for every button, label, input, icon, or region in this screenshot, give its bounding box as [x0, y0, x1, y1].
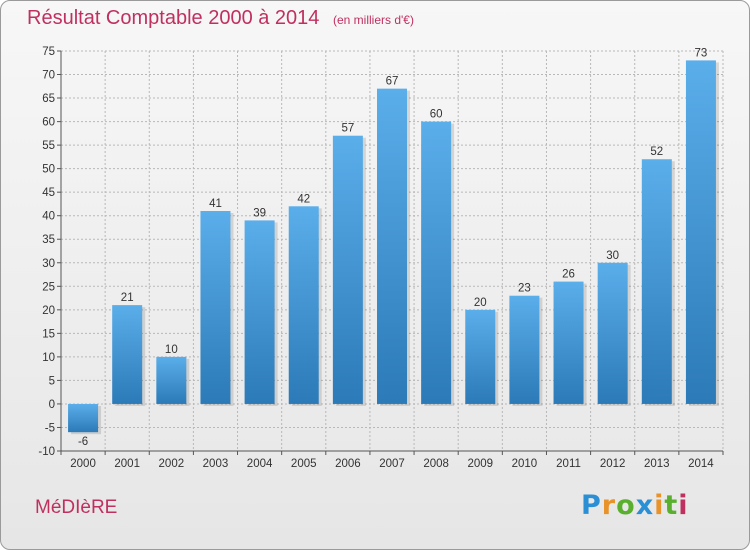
x-tick-label: 2001 — [114, 458, 140, 470]
y-tick-label: 45 — [42, 187, 55, 199]
y-tick-label: 15 — [42, 328, 55, 340]
x-tick-label: 2009 — [467, 458, 493, 470]
bar-2001 — [112, 305, 143, 404]
x-tick-label: 2010 — [512, 458, 538, 470]
logo-letter: r — [601, 490, 617, 521]
logo-letter: t — [664, 490, 679, 521]
x-tick-label: 2012 — [600, 458, 626, 470]
x-tick-label: 2004 — [247, 458, 273, 470]
bar-value-label: 23 — [518, 283, 531, 295]
y-tick-label: -10 — [38, 446, 55, 458]
y-tick-label: 5 — [49, 375, 55, 387]
bar-value-label: 39 — [253, 207, 266, 219]
bar-2005 — [288, 206, 319, 404]
y-tick-label: 35 — [42, 234, 55, 246]
y-tick-label: 75 — [42, 46, 55, 58]
bar-2006 — [332, 135, 363, 404]
bar-2014 — [685, 60, 716, 404]
y-tick-label: 40 — [42, 211, 55, 223]
y-tick-label: 60 — [42, 117, 55, 129]
x-tick-label: 2011 — [556, 458, 581, 470]
bar-value-label: 73 — [695, 47, 708, 59]
logo-letter: i — [654, 490, 665, 521]
bar-value-label: 60 — [430, 109, 443, 121]
bar-value-label: 57 — [341, 123, 354, 135]
y-tick-label: 55 — [42, 140, 55, 152]
bar-value-label: -6 — [78, 436, 88, 448]
grid-lines — [60, 50, 724, 452]
bar-value-label: 20 — [474, 297, 487, 309]
bar-2011 — [553, 281, 584, 404]
proxiti-logo: Proxiti — [581, 490, 689, 521]
y-tick-label: 25 — [42, 281, 55, 293]
bar-2010 — [509, 295, 540, 404]
y-tick-label: 50 — [42, 164, 55, 176]
bar-value-label: 10 — [165, 344, 178, 356]
x-tick-label: 2013 — [644, 458, 670, 470]
bar-2007 — [377, 88, 407, 404]
x-tick-label: 2000 — [70, 458, 96, 470]
y-tick-label: 20 — [42, 305, 55, 317]
x-tick-label: 2006 — [335, 458, 361, 470]
logo-letter: i — [678, 490, 689, 521]
chart-unit: (en milliers d'€) — [332, 13, 414, 27]
bar-2008 — [421, 121, 452, 404]
bar-2003 — [200, 211, 231, 404]
x-tick-label: 2008 — [423, 458, 449, 470]
x-tick-label: 2007 — [379, 458, 405, 470]
bar-value-label: 42 — [297, 193, 310, 205]
y-tick-label: 30 — [42, 258, 55, 270]
bar-2012 — [597, 262, 628, 404]
x-tick-label: 2014 — [688, 458, 714, 470]
y-tick-label: 70 — [42, 70, 55, 82]
logo-letter: o — [616, 490, 636, 521]
logo-letter: x — [635, 490, 655, 521]
y-tick-label: -5 — [45, 422, 55, 434]
bar-2009 — [465, 309, 496, 404]
axes — [57, 50, 724, 455]
x-tick-label: 2003 — [203, 458, 229, 470]
bar-2000 — [68, 403, 99, 433]
bar-value-label: 67 — [386, 76, 399, 88]
y-tick-label: 65 — [42, 93, 55, 105]
bar-value-label: 30 — [606, 250, 619, 262]
commune-name: MéDIèRE — [35, 497, 118, 518]
chart-title: Résultat Comptable 2000 à 2014 (en milli… — [27, 7, 414, 30]
x-tick-label: 2005 — [291, 458, 317, 470]
bar-value-label: 21 — [121, 292, 134, 304]
bar-2002 — [156, 356, 187, 404]
bar-value-label: 52 — [650, 146, 663, 158]
bars — [68, 60, 719, 435]
chart-title-text: Résultat Comptable 2000 à 2014 — [27, 7, 320, 29]
x-tick-label: 2002 — [159, 458, 185, 470]
y-tick-label: 0 — [49, 399, 55, 411]
logo-letter: P — [581, 490, 602, 521]
bar-2013 — [641, 159, 672, 404]
bar-value-label: 41 — [209, 198, 222, 210]
bar-2004 — [244, 220, 275, 404]
bar-value-label: 26 — [562, 269, 575, 281]
y-tick-label: 10 — [42, 352, 55, 364]
labels: -10 -5 0 5 10 15 20 25 30 35 40 45 50 55 60 65 70 75 -6 200… — [38, 46, 714, 470]
